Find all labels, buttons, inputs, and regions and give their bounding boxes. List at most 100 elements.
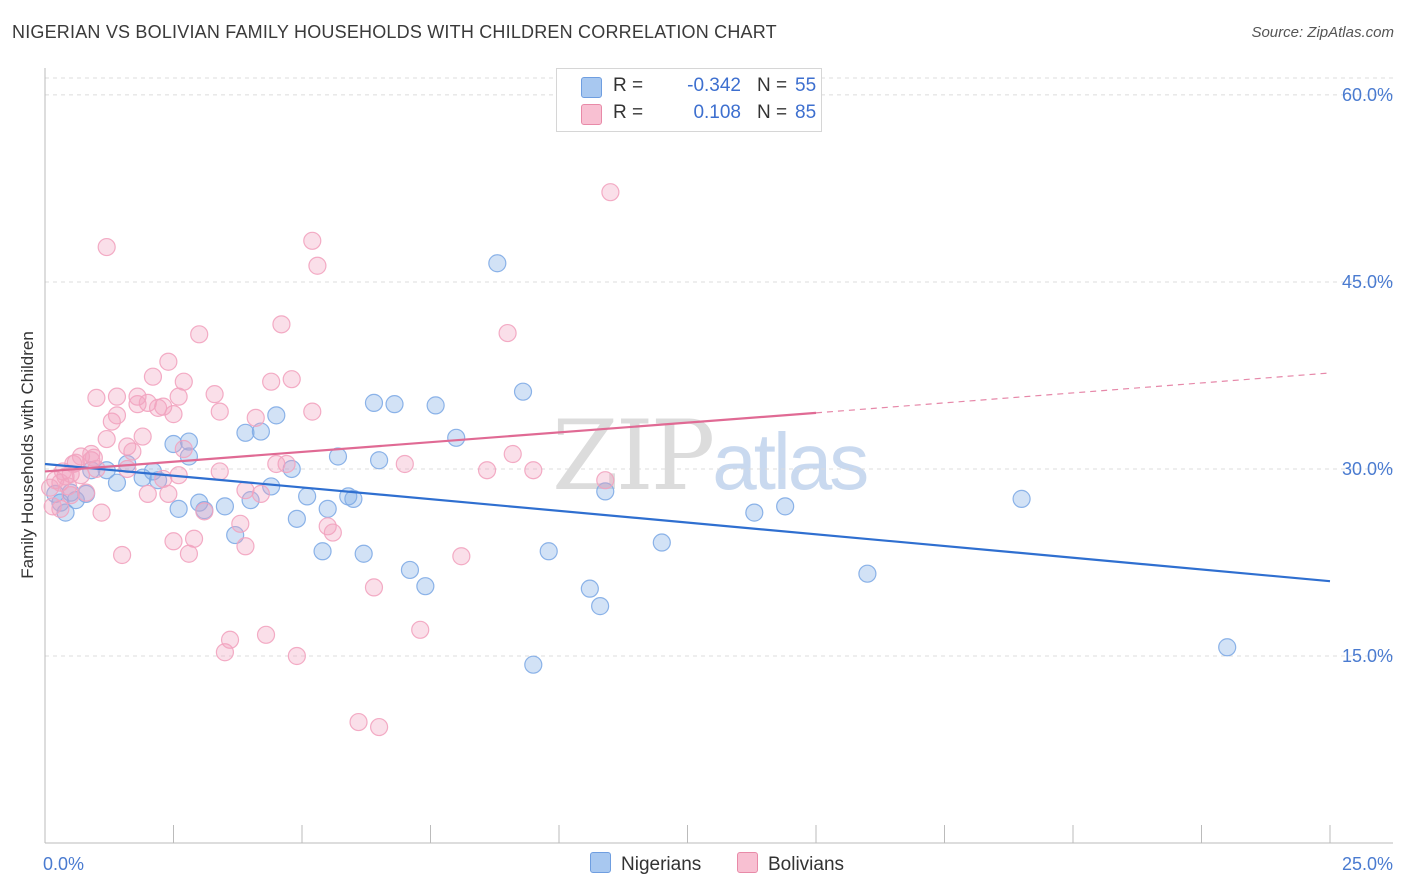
point-bolivians — [349, 712, 368, 732]
point-bolivians — [277, 454, 296, 474]
point-bolivians — [370, 717, 389, 737]
point-nigerians — [524, 655, 543, 674]
point-bolivians — [138, 393, 157, 412]
y-tick-label: 45.0% — [1342, 272, 1393, 292]
point-bolivians — [143, 367, 163, 386]
point-nigerians — [298, 487, 317, 506]
point-nigerians — [107, 473, 127, 492]
legend-n-label: N = — [757, 75, 788, 96]
bottom-legend-nigerians: Nigerians — [590, 852, 701, 876]
point-nigerians — [1218, 638, 1237, 657]
correlation-legend: R = -0.342 N = 55 R = 0.108 N = 85 — [556, 68, 822, 132]
point-nigerians — [251, 422, 270, 441]
point-bolivians — [87, 388, 106, 408]
point-bolivians — [184, 529, 204, 548]
point-bolivians — [154, 397, 173, 416]
point-nigerians — [447, 428, 466, 447]
bottom-legend-bolivians: Bolivians — [737, 852, 844, 876]
point-nigerians — [364, 393, 384, 412]
point-bolivians — [210, 402, 229, 421]
point-bolivians — [118, 437, 137, 456]
point-bolivians — [59, 477, 78, 496]
point-bolivians — [498, 323, 517, 343]
point-nigerians — [385, 395, 404, 414]
point-bolivians — [308, 256, 327, 275]
point-nigerians — [776, 497, 795, 516]
point-bolivians — [128, 387, 147, 406]
point-bolivians — [303, 402, 322, 421]
x-tick-label: 25.0% — [1342, 854, 1393, 874]
point-bolivians — [190, 325, 209, 344]
point-nigerians — [370, 451, 389, 470]
point-bolivians — [303, 231, 322, 250]
point-bolivians — [272, 315, 291, 334]
point-nigerians — [539, 542, 558, 561]
source-label: Source: ZipAtlas.com — [1251, 24, 1394, 41]
point-bolivians — [477, 461, 497, 480]
point-bolivians — [77, 483, 96, 502]
y-tick-label: 15.0% — [1342, 646, 1393, 666]
point-nigerians — [236, 423, 255, 442]
point-bolivians — [231, 514, 250, 533]
point-nigerians — [745, 503, 764, 522]
point-bolivians — [236, 481, 255, 500]
point-bolivians — [220, 630, 240, 649]
point-bolivians — [236, 537, 255, 556]
point-nigerians — [164, 434, 183, 454]
point-bolivians — [364, 578, 384, 597]
point-bolivians — [118, 459, 137, 479]
point-bolivians — [596, 471, 615, 490]
point-nigerians — [66, 491, 85, 510]
point-bolivians — [262, 372, 281, 391]
point-bolivians — [107, 387, 127, 406]
point-nigerians — [426, 396, 445, 415]
legend-r-value: -0.342 — [687, 75, 741, 96]
point-bolivians — [524, 461, 543, 480]
bottom-legend-swatch-nigerians — [590, 852, 611, 873]
point-nigerians — [344, 489, 363, 508]
bottom-legend-label-nigerians: Nigerians — [621, 854, 702, 875]
point-bolivians — [97, 429, 116, 449]
zipatlas-watermark: ZIPatlas — [552, 400, 869, 512]
point-bolivians — [282, 370, 301, 389]
point-bolivians — [164, 532, 183, 551]
point-bolivians — [92, 503, 111, 522]
watermark-zip: ZIP — [552, 400, 715, 512]
point-bolivians — [287, 646, 306, 666]
point-bolivians — [246, 408, 265, 427]
point-bolivians — [112, 545, 132, 565]
point-nigerians — [1012, 489, 1031, 508]
legend-n-value: 55 — [795, 75, 817, 96]
point-nigerians — [313, 542, 332, 561]
point-bolivians — [159, 484, 178, 504]
trend-line-bolivians — [44, 411, 817, 473]
point-bolivians — [123, 442, 142, 461]
point-nigerians — [513, 382, 533, 401]
bottom-legend-swatch-bolivians — [737, 852, 758, 873]
legend-swatch-nigerians — [581, 77, 602, 98]
point-bolivians — [601, 183, 620, 202]
x-tick-label: 0.0% — [43, 854, 84, 874]
point-nigerians — [241, 491, 260, 510]
point-nigerians — [318, 499, 337, 518]
point-bolivians — [210, 462, 229, 481]
point-bolivians — [133, 427, 152, 446]
point-bolivians — [107, 406, 127, 425]
point-bolivians — [51, 499, 70, 518]
point-bolivians — [84, 448, 103, 467]
point-bolivians — [452, 547, 471, 566]
point-bolivians — [205, 385, 224, 404]
point-nigerians — [354, 544, 373, 563]
point-nigerians — [287, 509, 306, 528]
point-nigerians — [169, 499, 188, 518]
trend-line-nigerians — [44, 462, 1331, 583]
point-nigerians — [488, 254, 507, 273]
legend-r-value: 0.108 — [693, 102, 741, 123]
point-nigerians — [215, 497, 234, 516]
point-bolivians — [503, 444, 522, 464]
point-bolivians — [256, 625, 276, 644]
point-bolivians — [97, 237, 116, 257]
point-nigerians — [858, 564, 877, 583]
point-nigerians — [580, 579, 599, 598]
